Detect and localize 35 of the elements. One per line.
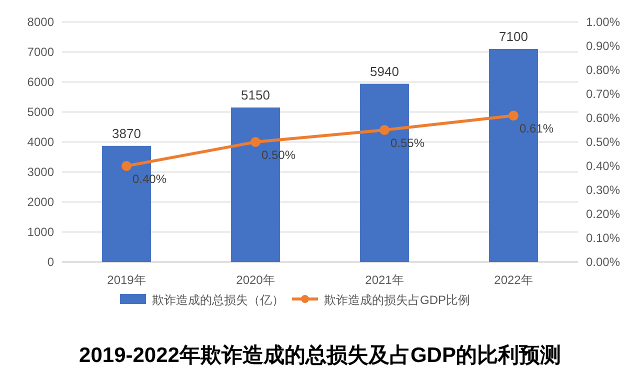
y-tick-label: 1000	[27, 225, 54, 239]
y2-tick-label: 0.90%	[586, 39, 620, 53]
y-tick-label: 5000	[27, 105, 54, 119]
x-tick-label: 2021年	[365, 273, 404, 287]
data-label: 5150	[241, 88, 270, 102]
data-label: 7100	[499, 29, 528, 44]
point	[250, 137, 260, 147]
y-tick-label: 2000	[27, 195, 54, 209]
y2-tick-label: 0.30%	[586, 183, 620, 197]
y-tick-label: 0	[47, 255, 54, 269]
y2-tick-label: 0.70%	[586, 87, 620, 101]
y-tick-label: 3000	[27, 165, 54, 179]
point	[508, 110, 518, 121]
x-tick-label: 2019年	[107, 273, 146, 287]
y2-tick-label: 0.20%	[586, 207, 620, 221]
data-label: 5940	[370, 64, 399, 79]
point	[122, 161, 132, 171]
y2-tick-label: 0.00%	[586, 255, 620, 269]
legend-label: 欺诈造成的损失占GDP比例	[324, 293, 470, 307]
x-tick-label: 2022年	[494, 273, 533, 287]
y-tick-label: 6000	[27, 75, 54, 89]
text: 2019-2022年欺诈造成的总损失及占GDP的比利预测	[79, 344, 561, 367]
y-tick-label: 7000	[27, 45, 54, 59]
y2-tick-label: 0.60%	[586, 111, 620, 125]
y2-tick-label: 0.80%	[586, 63, 620, 77]
legend-label: 欺诈造成的总损失（亿）	[152, 293, 284, 307]
y-tick-label: 8000	[27, 15, 54, 29]
y2-tick-label: 0.50%	[586, 135, 620, 149]
y-tick-label: 4000	[27, 135, 54, 149]
x-tick-label: 2020年	[236, 273, 275, 287]
point	[380, 125, 390, 135]
y2-tick-label: 0.10%	[586, 231, 620, 245]
y2-tick-label: 1.00%	[586, 15, 620, 29]
data-label: 3870	[112, 126, 141, 141]
y2-tick-label: 0.40%	[586, 159, 620, 173]
